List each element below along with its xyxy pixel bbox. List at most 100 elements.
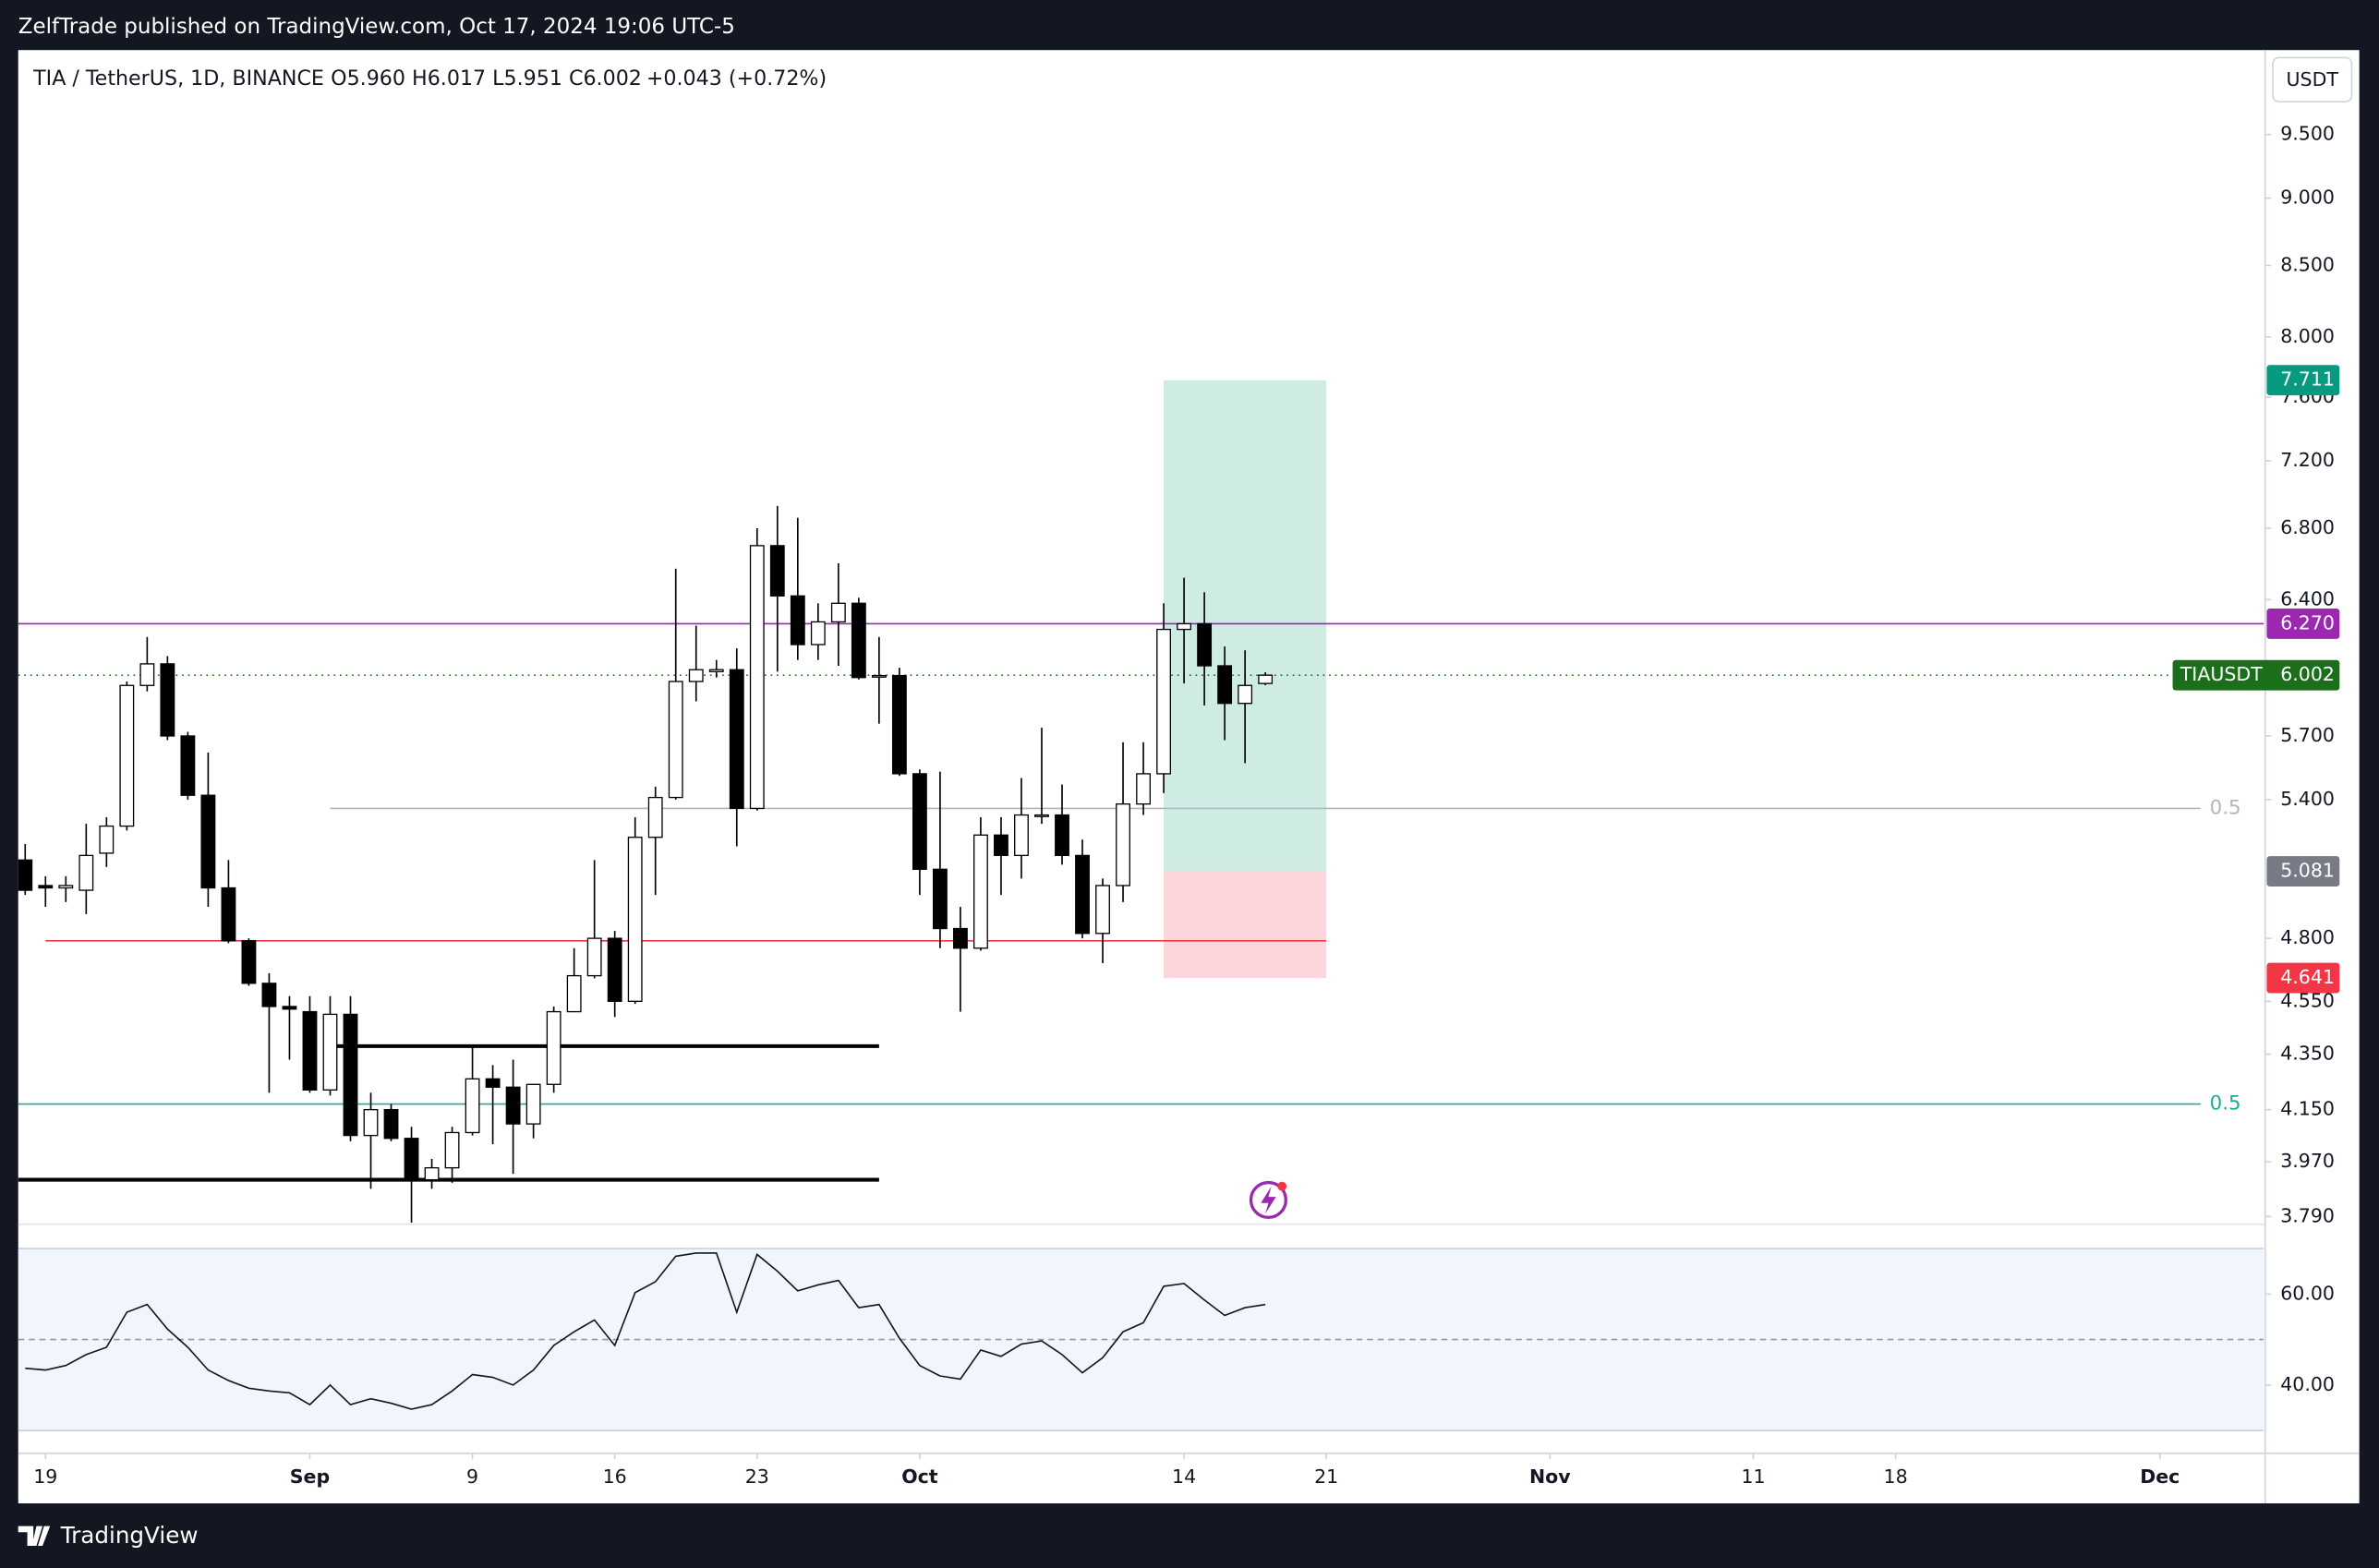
candle-body	[769, 545, 785, 597]
candle-body	[708, 669, 724, 673]
y-tick-label: 3.970	[2280, 1150, 2335, 1172]
candle-body	[1014, 814, 1029, 857]
currency: USDT	[2287, 68, 2339, 90]
candle-body	[851, 602, 866, 679]
candle-body	[566, 974, 582, 1013]
candle-body	[810, 621, 826, 645]
candle-body	[1136, 773, 1151, 805]
candle-body	[383, 1108, 399, 1140]
y-tick-label: 4.350	[2280, 1043, 2335, 1065]
y-tick-label: 5.400	[2280, 788, 2335, 810]
rsi-line	[25, 1252, 1266, 1410]
candle-body	[932, 868, 948, 930]
x-tick-label: Nov	[1529, 1465, 1571, 1488]
x-tick-label: 19	[33, 1465, 57, 1488]
candle-body	[1055, 814, 1069, 857]
brand: TradingView	[60, 1522, 199, 1549]
candle-body	[404, 1138, 419, 1181]
candle-body	[282, 1006, 297, 1010]
candle-body	[1116, 803, 1130, 887]
price-label: 4.641	[2280, 966, 2335, 988]
y-tick-label: 4.550	[2280, 989, 2335, 1011]
candle-body	[180, 735, 196, 796]
price-label: 7.711	[2280, 368, 2335, 391]
candle-body	[1095, 885, 1110, 935]
axes: 9.5009.0008.5008.0007.6007.2006.8006.400…	[33, 123, 2340, 1488]
price-label-box	[2266, 609, 2340, 639]
candle-body	[1177, 622, 1192, 631]
candle-body	[830, 602, 846, 623]
candle-body	[891, 674, 907, 775]
candle-body	[668, 681, 683, 799]
candle-body	[99, 825, 115, 854]
candle-body	[78, 854, 94, 891]
candle-body	[485, 1078, 501, 1088]
main-pane: 0.5 0.5	[18, 380, 2264, 1224]
x-tick-label: 11	[1741, 1465, 1765, 1488]
y-tick-label: 8.000	[2280, 325, 2335, 347]
candle-body	[160, 663, 175, 737]
candle-body	[261, 983, 277, 1007]
price-label: 6.270	[2280, 611, 2335, 633]
y-tick-label: 4.800	[2280, 926, 2335, 948]
logo-mark	[18, 1526, 51, 1547]
candle-body	[586, 937, 602, 977]
candle-body	[221, 887, 236, 942]
candle-body	[647, 796, 663, 838]
x-tick-label: 16	[603, 1465, 627, 1488]
candle-body	[322, 1013, 338, 1091]
x-tick-label: Sep	[290, 1465, 330, 1488]
candle-body	[871, 674, 887, 678]
candle-body	[546, 1010, 562, 1085]
candle-body	[465, 1078, 480, 1134]
candle-body	[139, 663, 155, 686]
candle-body	[1034, 814, 1049, 817]
x-tick-label: 9	[466, 1465, 478, 1488]
position-loss	[1164, 871, 1327, 979]
x-tick-label: 23	[745, 1465, 769, 1488]
x-tick-label: Dec	[2140, 1465, 2180, 1488]
candle-body	[424, 1166, 440, 1181]
publisher: ZelfTrade published on TradingView.com, …	[18, 15, 735, 39]
rsi-pane	[18, 1248, 2264, 1431]
price-label: 5.081	[2280, 860, 2335, 882]
x-tick-label: 14	[1172, 1465, 1196, 1488]
y-tick-label: 5.700	[2280, 724, 2335, 746]
y-tick-label: 8.500	[2280, 253, 2335, 275]
candle-body	[302, 1010, 318, 1091]
candle-body	[749, 545, 765, 810]
x-tick-label: 21	[1314, 1465, 1338, 1488]
price-label: 6.002	[2280, 663, 2335, 685]
candle-body	[1217, 665, 1233, 705]
candle-body	[200, 794, 216, 889]
candle-body	[1197, 622, 1213, 667]
y-tick-label: 9.000	[2280, 187, 2335, 209]
candle-body	[1258, 674, 1274, 684]
price-label-name: TIAUSDT	[2180, 663, 2263, 685]
candle-body	[343, 1013, 358, 1137]
legend-symbol: TIA / TetherUS, 1D, BINANCE	[32, 66, 324, 90]
candle-body	[444, 1131, 460, 1169]
y-tick-label: 3.790	[2280, 1204, 2335, 1226]
candle-body	[607, 937, 622, 1002]
candle-body	[38, 885, 54, 889]
price-label-box	[2172, 659, 2340, 691]
y-tick-label: 9.500	[2280, 123, 2335, 145]
legend-change: +0.043 (+0.72%)	[646, 66, 827, 90]
candle-body	[688, 669, 704, 682]
y-tick-label: 7.200	[2280, 449, 2335, 471]
alert-icon[interactable]	[1249, 1180, 1287, 1219]
icon-bolt	[1261, 1186, 1276, 1214]
candle-body	[1075, 854, 1090, 935]
x-tick-label: 18	[1884, 1465, 1908, 1488]
candle-body	[119, 684, 135, 827]
candle-body	[505, 1086, 521, 1125]
candle-body	[18, 859, 33, 891]
currency-button[interactable]	[2272, 56, 2353, 103]
candle-body	[241, 940, 257, 984]
price-label-box	[2266, 962, 2340, 994]
candle-body	[729, 669, 744, 810]
footer-logo: TradingView	[18, 1522, 199, 1549]
